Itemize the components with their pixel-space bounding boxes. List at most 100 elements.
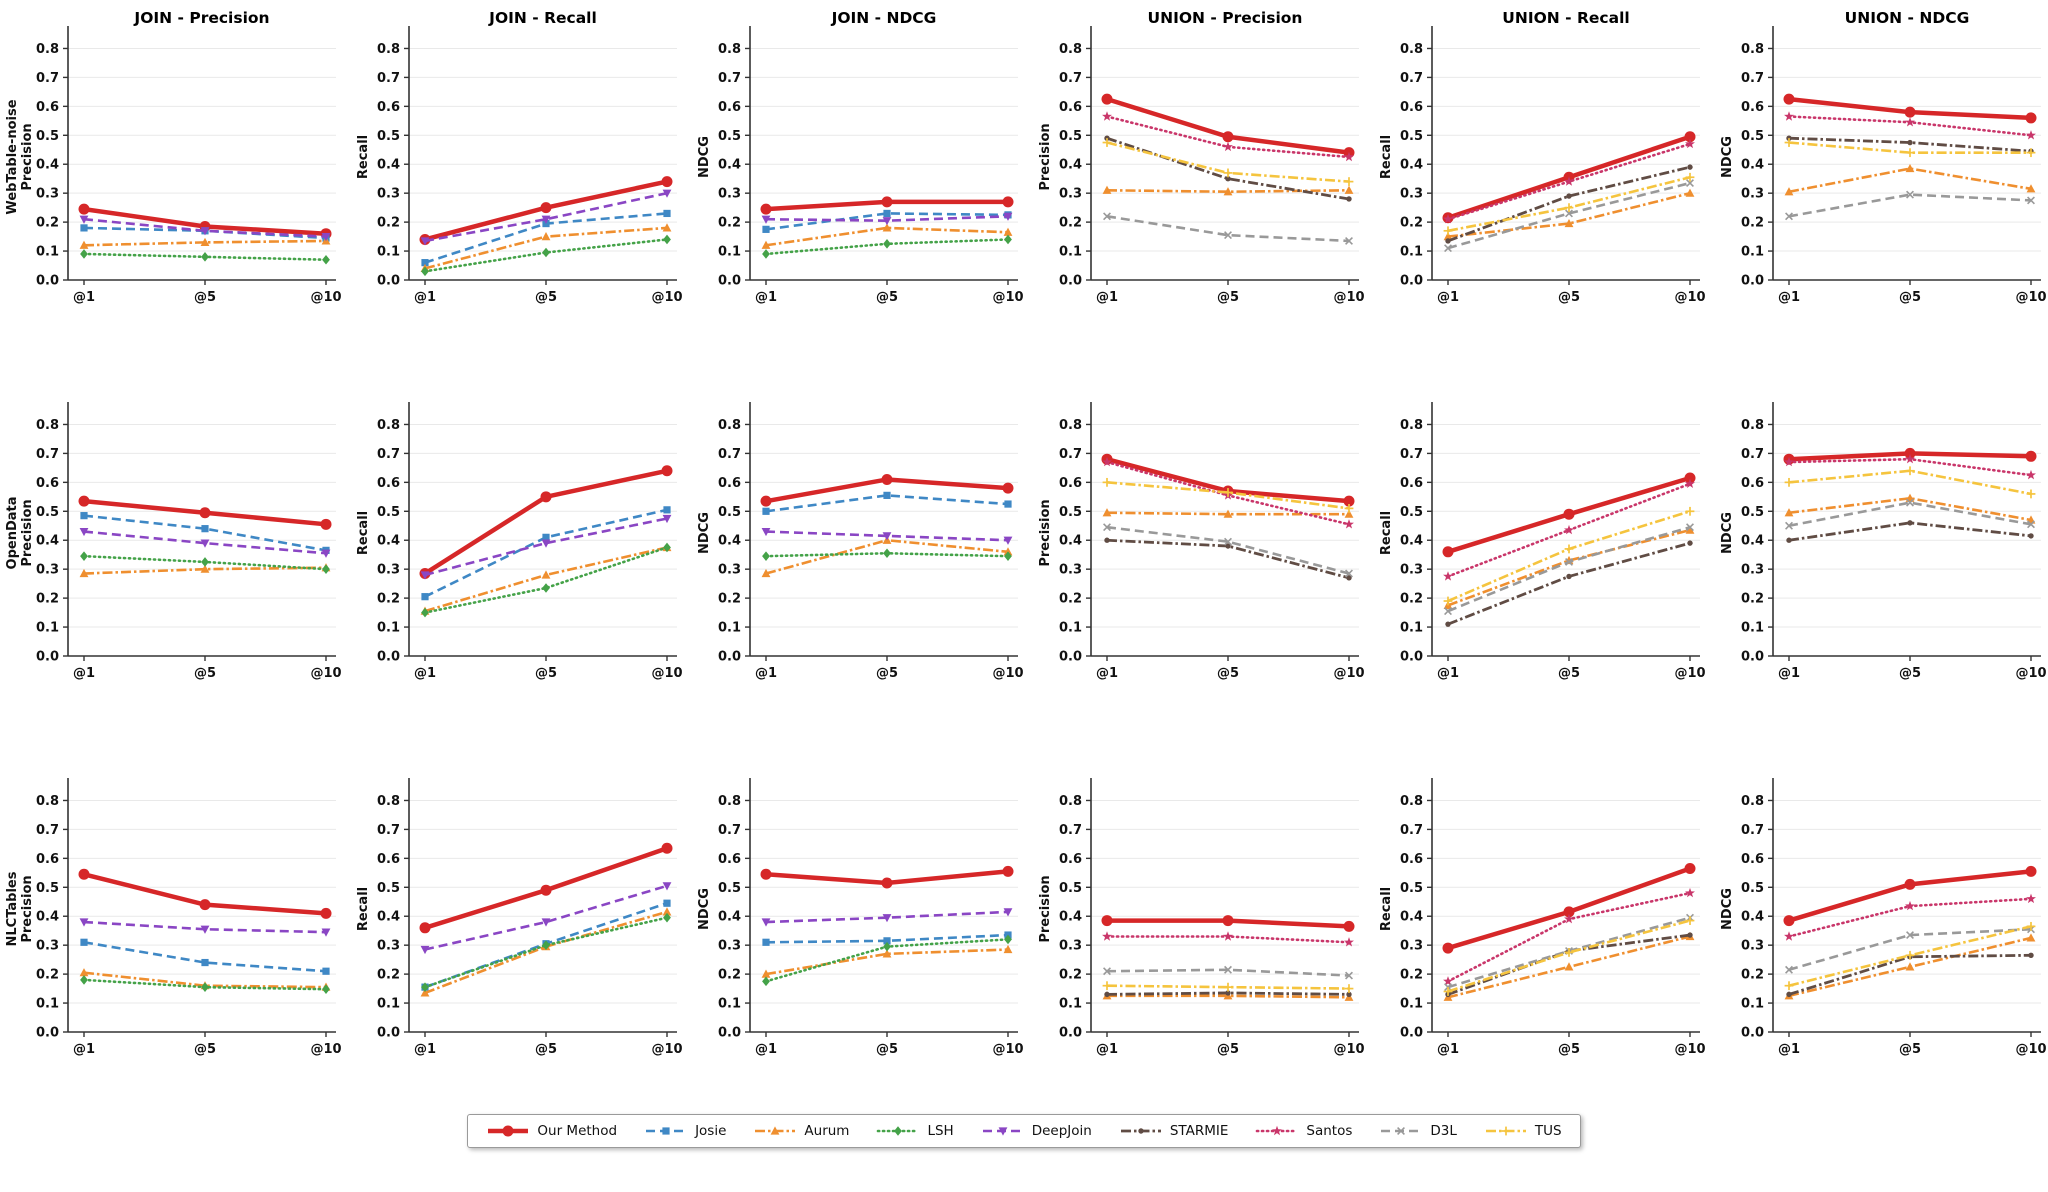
x-tick-label: @5 xyxy=(535,290,557,305)
data-point-marker xyxy=(760,495,772,507)
y-tick-label: 0.2 xyxy=(36,968,59,983)
legend-item-d3l: D3L xyxy=(1379,1122,1457,1140)
data-point-marker xyxy=(663,542,671,553)
data-point-marker xyxy=(1223,168,1233,178)
y-tick-label: 0.6 xyxy=(1059,476,1082,491)
data-point-marker xyxy=(321,928,331,937)
data-point-marker xyxy=(199,899,211,911)
series-line-aurum xyxy=(424,546,668,613)
data-point-marker xyxy=(1344,937,1354,947)
data-point-marker xyxy=(2025,865,2037,877)
chart-panel-opendata-union-precision: 0.0 0.1 0.2 0.3 0.4 0.5 0.6 0.7 0.8 @1 @5 @10 Precis… xyxy=(1023,384,1364,714)
y-tick-label: 0.6 xyxy=(36,476,59,491)
data-point-marker xyxy=(1784,981,1794,991)
y-tick-label: 0.8 xyxy=(1741,794,1764,809)
data-point-marker xyxy=(78,868,90,880)
y-axis-label: Recall xyxy=(356,135,371,179)
x-tick-label: @10 xyxy=(2015,666,2046,681)
data-point-marker xyxy=(1684,862,1696,874)
data-point-marker xyxy=(1444,607,1452,616)
data-point-marker xyxy=(998,1127,1008,1136)
data-point-marker xyxy=(502,1125,514,1137)
data-point-marker xyxy=(761,969,771,978)
y-tick-label: 0.5 xyxy=(1741,505,1764,520)
data-point-marker xyxy=(2026,130,2036,140)
y-tick-label: 0.1 xyxy=(36,245,59,260)
series-line-tus xyxy=(1106,481,1350,510)
y-tick-label: 0.6 xyxy=(1741,100,1764,115)
data-point-marker xyxy=(1685,506,1695,516)
data-point-marker xyxy=(1907,520,1913,526)
data-point-marker xyxy=(201,982,209,992)
series-line-josie xyxy=(83,514,327,552)
data-point-marker xyxy=(320,907,332,919)
data-point-marker xyxy=(320,518,332,530)
y-tick-label: 0.8 xyxy=(36,42,59,57)
series-line-starmie xyxy=(1788,521,2032,542)
y-tick-label: 0.0 xyxy=(36,650,59,665)
y-tick-label: 0.0 xyxy=(1059,274,1082,289)
y-tick-label: 0.5 xyxy=(377,129,400,144)
x-tick-label: @10 xyxy=(2015,290,2046,305)
x-tick-label: @5 xyxy=(876,666,898,681)
chart-panel-webtable-noise-union-ndcg: 0.0 0.1 0.2 0.3 0.4 0.5 0.6 0.7 0.8 @1 @5 @10 NDCG UN… xyxy=(1705,8,2046,338)
x-tick-label: @5 xyxy=(1899,1042,1921,1057)
data-point-marker xyxy=(1103,967,1111,976)
data-point-marker xyxy=(1102,456,1112,467)
chart-svg: 0.0 0.1 0.2 0.3 0.4 0.5 0.6 0.7 0.8 @1 @5 @10 OpenDa… xyxy=(5,402,341,681)
series-line-deepjoin xyxy=(83,530,327,555)
data-point-marker xyxy=(762,551,770,561)
data-point-marker xyxy=(1684,131,1696,143)
data-point-marker xyxy=(1443,231,1453,241)
data-point-marker xyxy=(1138,1128,1144,1134)
y-tick-label: 0.2 xyxy=(718,592,741,607)
x-tick-label: @1 xyxy=(1437,290,1459,305)
data-point-marker xyxy=(1101,93,1113,105)
y-tick-label: 0.7 xyxy=(1741,447,1764,462)
data-point-marker xyxy=(1344,984,1354,993)
data-point-marker xyxy=(1565,557,1573,566)
y-tick-label: 0.8 xyxy=(377,42,400,57)
x-tick-label: @1 xyxy=(1778,290,1800,305)
data-point-marker xyxy=(661,842,673,854)
y-tick-label: 0.4 xyxy=(1059,158,1082,173)
y-tick-label: 0.0 xyxy=(718,650,741,665)
data-point-marker xyxy=(1272,1125,1283,1136)
data-point-marker xyxy=(1003,536,1013,545)
data-point-marker xyxy=(883,239,891,249)
y-tick-label: 0.1 xyxy=(377,621,400,636)
data-point-marker xyxy=(2028,533,2034,539)
data-point-marker xyxy=(2026,489,2036,499)
data-point-marker xyxy=(1346,575,1352,581)
y-tick-label: 0.2 xyxy=(718,968,741,983)
chart-panel-opendata-join-recall: 0.0 0.1 0.2 0.3 0.4 0.5 0.6 0.7 0.8 @1 @5 @10 Recall xyxy=(341,384,682,714)
chart-svg: 0.0 0.1 0.2 0.3 0.4 0.5 0.6 0.7 0.8 @1 @5 @10 Precis… xyxy=(1038,402,1364,681)
y-tick-label: 0.0 xyxy=(718,274,741,289)
y-tick-label: 0.4 xyxy=(1059,910,1082,925)
data-point-marker xyxy=(2027,520,2035,529)
x-tick-label: @5 xyxy=(535,1042,557,1057)
data-point-marker xyxy=(542,583,550,593)
x-tick-label: @10 xyxy=(992,666,1023,681)
data-point-marker xyxy=(201,525,209,533)
data-point-marker xyxy=(1102,981,1112,991)
data-point-marker xyxy=(1904,878,1916,890)
data-point-marker xyxy=(1564,218,1574,228)
y-tick-label: 0.5 xyxy=(1400,505,1423,520)
y-tick-label: 0.2 xyxy=(1059,592,1082,607)
y-tick-label: 0.2 xyxy=(36,592,59,607)
data-point-marker xyxy=(322,564,330,574)
x-tick-label: @10 xyxy=(2015,1042,2046,1057)
data-point-marker xyxy=(1564,203,1574,213)
y-tick-label: 0.1 xyxy=(1741,621,1764,636)
y-tick-label: 0.0 xyxy=(1741,274,1764,289)
y-tick-label: 0.5 xyxy=(1059,881,1082,896)
y-tick-label: 0.4 xyxy=(718,158,741,173)
data-point-marker xyxy=(1906,931,1914,940)
chart-svg: 0.0 0.1 0.2 0.3 0.4 0.5 0.6 0.7 0.8 @1 @5 @10 Recall xyxy=(356,402,682,681)
data-point-marker xyxy=(540,884,552,896)
x-tick-label: @1 xyxy=(414,290,436,305)
data-point-marker xyxy=(1904,447,1916,459)
legend-label: DeepJoin xyxy=(1031,1123,1092,1139)
data-point-marker xyxy=(662,189,672,198)
